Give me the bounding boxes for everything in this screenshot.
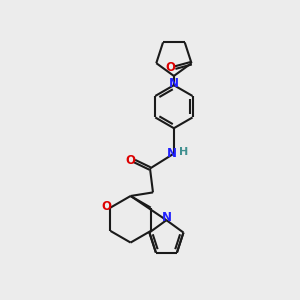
Text: N: N xyxy=(169,77,179,90)
Text: H: H xyxy=(179,147,188,158)
Text: O: O xyxy=(125,154,135,167)
Text: N: N xyxy=(162,211,172,224)
Text: N: N xyxy=(167,147,177,160)
Text: O: O xyxy=(166,61,176,74)
Text: O: O xyxy=(101,200,111,213)
